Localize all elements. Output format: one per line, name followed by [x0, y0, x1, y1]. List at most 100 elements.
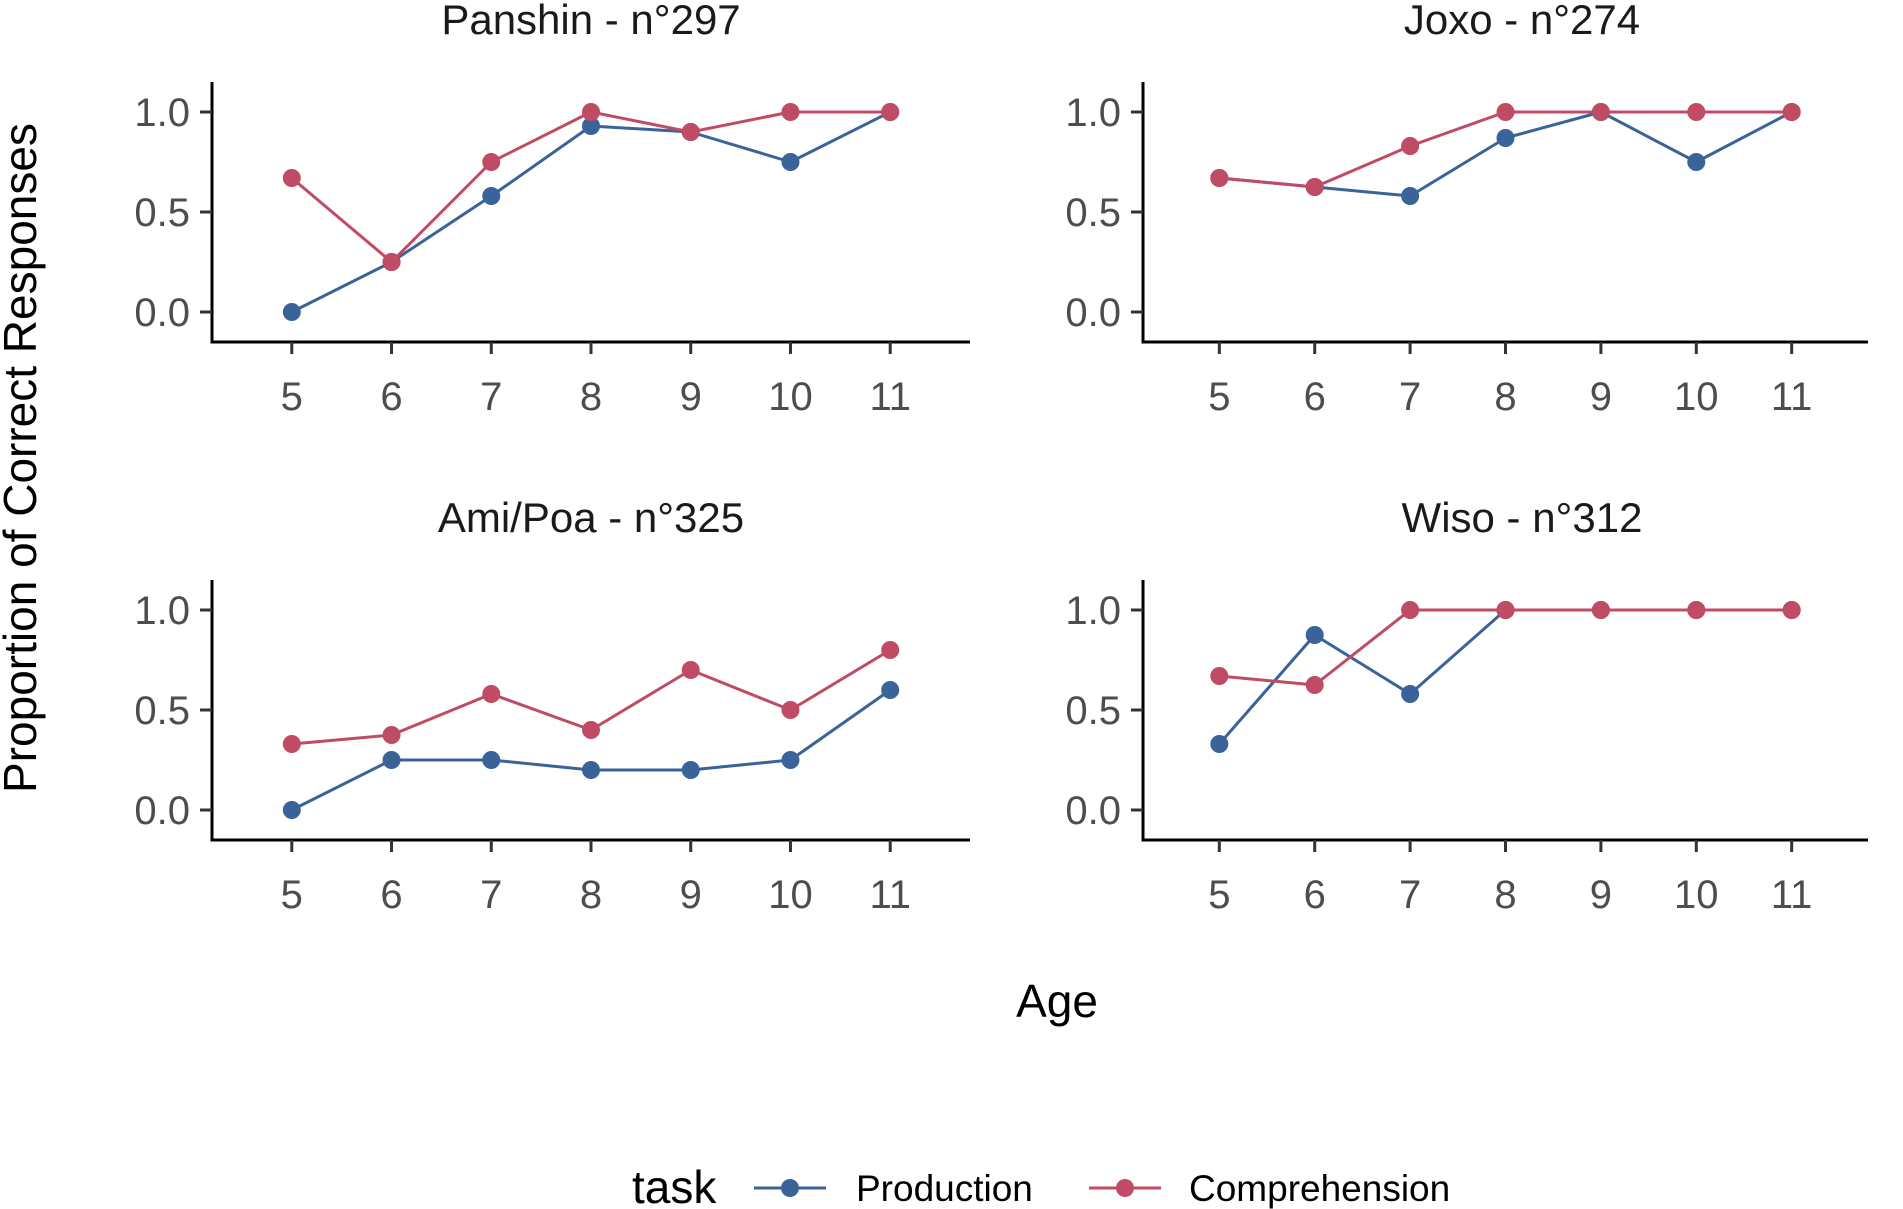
data-point-comprehension	[282, 169, 301, 187]
x-tick-label: 10	[768, 873, 813, 917]
data-point-production	[1305, 626, 1324, 644]
panel: Panshin - n°297 0.0 0.5 1.0 5 6 7 8 9 10 11	[134, 0, 970, 419]
panels: Panshin - n°297 0.0 0.5 1.0 5 6 7 8 9 10 11 Joxo - …	[134, 0, 1868, 917]
y-tick-label: 0.0	[1065, 789, 1121, 833]
data-point-production	[681, 761, 700, 779]
x-tick-label: 9	[1590, 375, 1612, 419]
data-point-comprehension	[1687, 601, 1706, 619]
series-line-production	[291, 688, 892, 812]
panel: Wiso - n°312 0.0 0.5 1.0 5 6 7 8 9 10 11	[1065, 494, 1868, 917]
y-tick-label: 0.5	[1065, 689, 1121, 733]
data-point-production	[382, 751, 401, 769]
x-tick-label: 10	[1674, 873, 1719, 917]
data-point-comprehension	[1496, 103, 1515, 121]
panel-title: Joxo - n°274	[1404, 0, 1640, 43]
y-tick-label: 1.0	[1065, 589, 1121, 633]
x-tick-label: 11	[1771, 873, 1813, 917]
x-tick-label: 9	[680, 375, 702, 419]
panel-title: Panshin - n°297	[441, 0, 740, 43]
data-point-comprehension	[1401, 137, 1420, 155]
data-point-comprehension	[1496, 601, 1515, 619]
data-point-production	[582, 117, 600, 135]
x-tick-label: 8	[580, 873, 602, 917]
data-point-comprehension	[1401, 601, 1420, 619]
data-point-production	[582, 761, 600, 779]
x-tick-label: 7	[1399, 375, 1421, 419]
data-point-comprehension	[1210, 169, 1229, 187]
data-point-production	[1496, 129, 1515, 147]
series-line-production	[1218, 608, 1792, 745]
series-line-production	[291, 110, 891, 314]
x-tick-label: 10	[1674, 375, 1719, 419]
data-point-production	[482, 187, 501, 205]
legend-label-production: Production	[856, 1168, 1033, 1209]
data-point-production	[482, 751, 501, 769]
data-point-comprehension	[881, 641, 900, 659]
data-point-comprehension	[1305, 178, 1324, 196]
x-tick-label: 6	[380, 873, 402, 917]
x-tick-label: 6	[380, 375, 402, 419]
x-tick-label: 8	[580, 375, 602, 419]
data-point-comprehension	[781, 701, 800, 719]
y-tick-label: 1.0	[134, 91, 190, 135]
legend-item-comprehension: Comprehension	[1089, 1168, 1450, 1209]
y-tick-label: 0.5	[134, 191, 190, 235]
x-tick-label: 7	[1399, 873, 1421, 917]
legend-item-production: Production	[754, 1168, 1033, 1209]
data-point-comprehension	[282, 735, 301, 753]
x-tick-label: 5	[1208, 375, 1230, 419]
series-line-comprehension	[1219, 110, 1792, 189]
data-point-production	[781, 751, 800, 769]
x-tick-label: 10	[768, 375, 813, 419]
y-tick-label: 0.5	[1065, 191, 1121, 235]
x-tick-label: 8	[1494, 375, 1516, 419]
y-axis-title: Proportion of Correct Responses	[0, 123, 46, 793]
y-tick-label: 0.5	[134, 689, 190, 733]
x-tick-label: 7	[480, 873, 502, 917]
x-tick-label: 5	[1208, 873, 1230, 917]
legend-title: task	[632, 1161, 717, 1209]
panel: Joxo - n°274 0.0 0.5 1.0 5 6 7 8 9 10 11	[1065, 0, 1868, 419]
data-point-comprehension	[1687, 103, 1706, 121]
x-tick-label: 8	[1494, 873, 1516, 917]
y-tick-label: 0.0	[134, 291, 190, 335]
panel-title: Ami/Poa - n°325	[438, 494, 744, 541]
data-point-production	[1210, 735, 1229, 753]
series-line-production	[1219, 110, 1793, 198]
data-point-production	[1687, 153, 1706, 171]
data-point-production	[1401, 187, 1420, 205]
data-point-comprehension	[1210, 667, 1229, 685]
x-tick-label: 7	[480, 375, 502, 419]
data-point-comprehension	[781, 103, 800, 121]
data-point-production	[1401, 685, 1420, 703]
panel: Ami/Poa - n°325 0.0 0.5 1.0 5 6 7 8 9 10 11	[134, 494, 970, 917]
data-point-comprehension	[1782, 103, 1801, 121]
x-tick-label: 11	[869, 873, 911, 917]
data-point-production	[881, 681, 900, 699]
legend-key-comprehension-dot	[1116, 1179, 1134, 1197]
x-tick-label: 11	[1771, 375, 1813, 419]
data-point-comprehension	[681, 123, 700, 141]
y-tick-label: 1.0	[134, 589, 190, 633]
x-tick-label: 9	[680, 873, 702, 917]
data-point-production	[781, 153, 800, 171]
data-point-comprehension	[382, 726, 401, 744]
data-point-comprehension	[482, 685, 501, 703]
data-point-comprehension	[681, 661, 700, 679]
data-point-comprehension	[482, 153, 501, 171]
data-point-comprehension	[582, 103, 600, 121]
data-point-comprehension	[1591, 103, 1610, 121]
x-tick-label: 5	[281, 873, 303, 917]
legend: task Production Comprehension	[632, 1161, 1450, 1209]
x-tick-label: 5	[281, 375, 303, 419]
data-point-production	[282, 303, 301, 321]
legend-key-production-dot	[781, 1179, 799, 1197]
x-tick-label: 6	[1304, 375, 1326, 419]
data-point-comprehension	[382, 253, 401, 271]
x-axis-title: Age	[1016, 975, 1098, 1027]
data-point-comprehension	[582, 721, 600, 739]
data-point-comprehension	[881, 103, 900, 121]
data-point-production	[282, 801, 301, 819]
x-tick-label: 9	[1590, 873, 1612, 917]
